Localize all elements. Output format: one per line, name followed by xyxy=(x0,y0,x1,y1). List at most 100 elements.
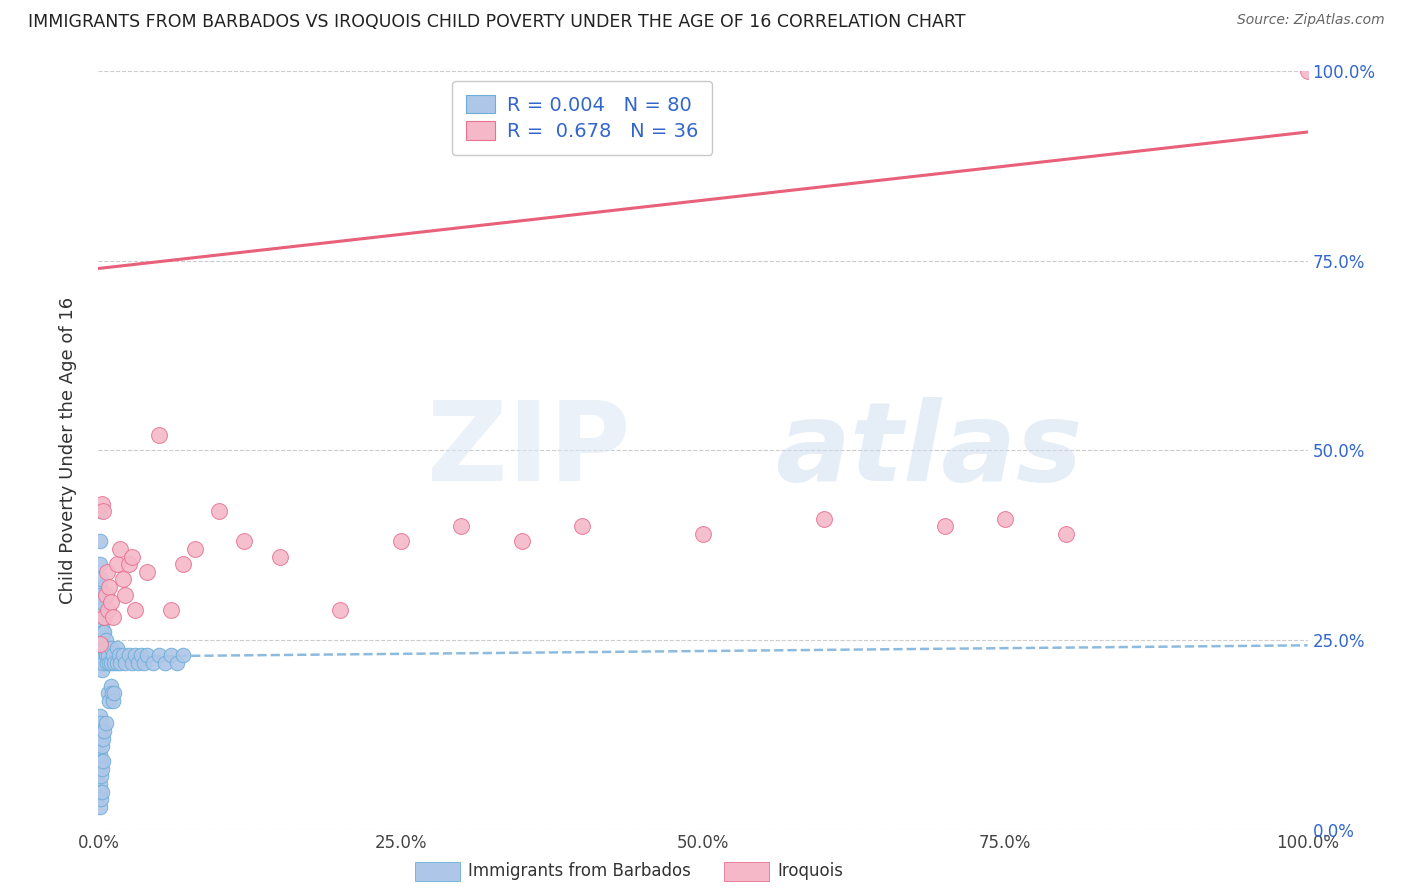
Point xyxy=(93,724,115,739)
Point xyxy=(103,656,125,670)
Text: IMMIGRANTS FROM BARBADOS VS IROQUOIS CHILD POVERTY UNDER THE AGE OF 16 CORRELATI: IMMIGRANTS FROM BARBADOS VS IROQUOIS CHI… xyxy=(28,13,966,31)
Point xyxy=(101,648,124,662)
Point xyxy=(94,716,117,731)
Point xyxy=(105,557,128,572)
Point xyxy=(90,755,112,769)
Point xyxy=(89,637,111,651)
Point xyxy=(114,588,136,602)
Point xyxy=(208,504,231,518)
Point xyxy=(91,664,114,678)
Point xyxy=(91,625,114,640)
Point xyxy=(1296,64,1319,78)
Point xyxy=(96,565,118,579)
Point xyxy=(91,648,114,662)
Point xyxy=(97,648,120,662)
Point xyxy=(1054,526,1077,541)
Point xyxy=(121,549,143,564)
Point xyxy=(105,656,128,670)
Point xyxy=(98,694,121,708)
Point xyxy=(89,610,111,624)
Point xyxy=(510,534,533,549)
Point xyxy=(692,526,714,541)
Point xyxy=(91,724,114,739)
Point xyxy=(90,792,112,806)
Point xyxy=(89,625,111,640)
Point xyxy=(114,656,136,670)
Point xyxy=(571,519,593,533)
Text: Immigrants from Barbados: Immigrants from Barbados xyxy=(468,863,692,880)
Legend: R = 0.004   N = 80, R =  0.678   N = 36: R = 0.004 N = 80, R = 0.678 N = 36 xyxy=(453,81,711,155)
Point xyxy=(91,656,114,670)
Point xyxy=(172,648,194,662)
Point xyxy=(153,656,176,670)
Point xyxy=(90,588,112,602)
Point xyxy=(90,633,112,648)
Point xyxy=(94,633,117,648)
Point xyxy=(90,617,112,632)
Point xyxy=(160,648,183,662)
Point xyxy=(172,557,194,572)
Point xyxy=(89,785,111,799)
Point xyxy=(101,694,124,708)
Point xyxy=(142,656,165,670)
Point xyxy=(118,557,141,572)
Text: Iroquois: Iroquois xyxy=(778,863,844,880)
Point xyxy=(148,648,170,662)
Point xyxy=(994,512,1017,526)
Point xyxy=(87,656,110,670)
Point xyxy=(89,708,111,723)
Point xyxy=(91,640,114,655)
Point xyxy=(121,656,143,670)
Point xyxy=(124,648,146,662)
Point xyxy=(129,648,152,662)
Point xyxy=(184,542,207,557)
Point xyxy=(89,777,111,791)
Point xyxy=(108,542,131,557)
Point xyxy=(100,595,122,609)
Point xyxy=(97,603,120,617)
Point xyxy=(89,534,111,549)
Point xyxy=(100,640,122,655)
Point xyxy=(89,595,111,609)
Point xyxy=(91,633,114,648)
Point xyxy=(103,686,125,700)
Point xyxy=(91,785,114,799)
Point xyxy=(93,610,115,624)
Point xyxy=(89,504,111,518)
Point xyxy=(111,648,134,662)
Point xyxy=(89,580,111,594)
Point xyxy=(269,549,291,564)
Point xyxy=(100,656,122,670)
Point xyxy=(90,595,112,609)
Point xyxy=(90,603,112,617)
Point xyxy=(91,762,114,776)
Point xyxy=(108,656,131,670)
Point xyxy=(94,648,117,662)
Point xyxy=(100,686,122,700)
Text: Source: ZipAtlas.com: Source: ZipAtlas.com xyxy=(1237,13,1385,28)
Point xyxy=(111,573,134,587)
Point xyxy=(90,769,112,784)
Point xyxy=(89,800,111,814)
Point xyxy=(89,724,111,739)
Point xyxy=(166,656,188,670)
Point xyxy=(934,519,956,533)
Point xyxy=(98,656,121,670)
Point xyxy=(96,656,118,670)
Point xyxy=(90,648,112,662)
Point xyxy=(148,428,170,442)
Point xyxy=(135,648,157,662)
Point xyxy=(134,656,156,670)
Point xyxy=(232,534,254,549)
Point xyxy=(89,747,111,761)
Point xyxy=(93,625,115,640)
Point xyxy=(124,603,146,617)
Point xyxy=(329,603,352,617)
Text: atlas: atlas xyxy=(776,397,1083,504)
Point xyxy=(89,762,111,776)
Point xyxy=(135,565,157,579)
Point xyxy=(91,731,114,746)
Point xyxy=(813,512,835,526)
Point xyxy=(100,678,122,692)
Point xyxy=(389,534,412,549)
